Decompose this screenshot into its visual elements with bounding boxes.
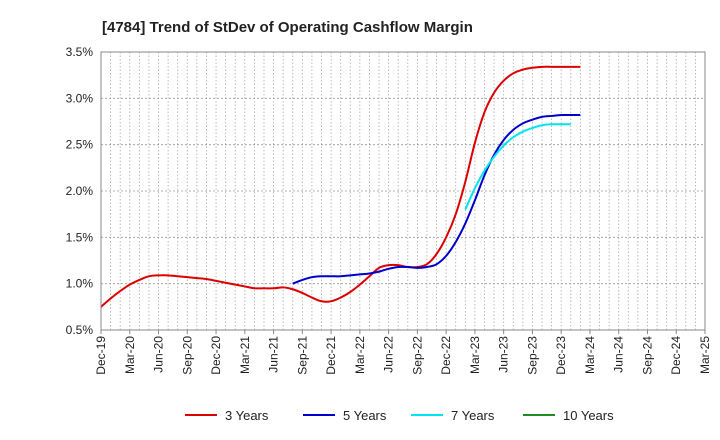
x-axis: Dec-19 Mar-20 Jun-20 Sep-20 Dec-20 Mar-21 Jun-…: [94, 330, 712, 375]
x-tick-label: Jun-23: [497, 336, 511, 373]
x-tick-label: Jun-24: [612, 336, 626, 373]
plot-frame: [100, 51, 706, 331]
x-tick-label: Sep-22: [410, 336, 424, 375]
y-tick-label: 1.5%: [66, 230, 94, 244]
series-line-5-years: [292, 113, 581, 285]
y-tick-label: 0.5%: [66, 323, 94, 337]
x-tick-label: Mar-25: [698, 336, 712, 374]
grid: [101, 51, 705, 331]
legend-label: 5 Years: [343, 408, 387, 423]
x-tick-label: Dec-19: [94, 336, 108, 375]
y-tick-label: 2.5%: [66, 138, 94, 152]
x-tick-label: Dec-21: [324, 336, 338, 375]
x-tick-label: Sep-24: [640, 336, 654, 375]
legend-label: 10 Years: [563, 408, 614, 423]
x-tick-label: Dec-24: [669, 336, 683, 375]
x-tick-label: Jun-22: [382, 336, 396, 373]
legend: 3 Years 5 Years 7 Years 10 Years: [185, 408, 614, 423]
x-tick-label: Dec-20: [209, 336, 223, 375]
x-tick-label: Dec-23: [554, 336, 568, 375]
y-tick-label: 3.0%: [66, 91, 94, 105]
x-tick-label: Mar-20: [123, 336, 137, 374]
x-tick-label: Sep-20: [180, 336, 194, 375]
plot-area: [100, 65, 581, 308]
x-tick-label: Sep-23: [525, 336, 539, 375]
legend-label: 7 Years: [451, 408, 495, 423]
x-tick-label: Mar-23: [468, 336, 482, 374]
x-tick-label: Sep-21: [295, 336, 309, 375]
y-axis: 0.5% 1.0% 1.5% 2.0% 2.5% 3.0% 3.5%: [66, 45, 94, 337]
y-tick-label: 1.0%: [66, 277, 94, 291]
series-line-7-years: [464, 123, 571, 210]
x-tick-label: Dec-22: [439, 336, 453, 375]
series-line-3-years: [100, 65, 581, 308]
chart-title: [4784] Trend of StDev of Operating Cashf…: [102, 19, 473, 36]
x-tick-label: Jun-20: [152, 336, 166, 373]
y-tick-label: 3.5%: [66, 45, 94, 59]
x-tick-label: Mar-21: [238, 336, 252, 374]
y-tick-label: 2.0%: [66, 184, 94, 198]
legend-label: 3 Years: [225, 408, 269, 423]
x-tick-label: Mar-22: [353, 336, 367, 374]
x-tick-label: Jun-21: [267, 336, 281, 373]
x-tick-label: Mar-24: [583, 336, 597, 374]
